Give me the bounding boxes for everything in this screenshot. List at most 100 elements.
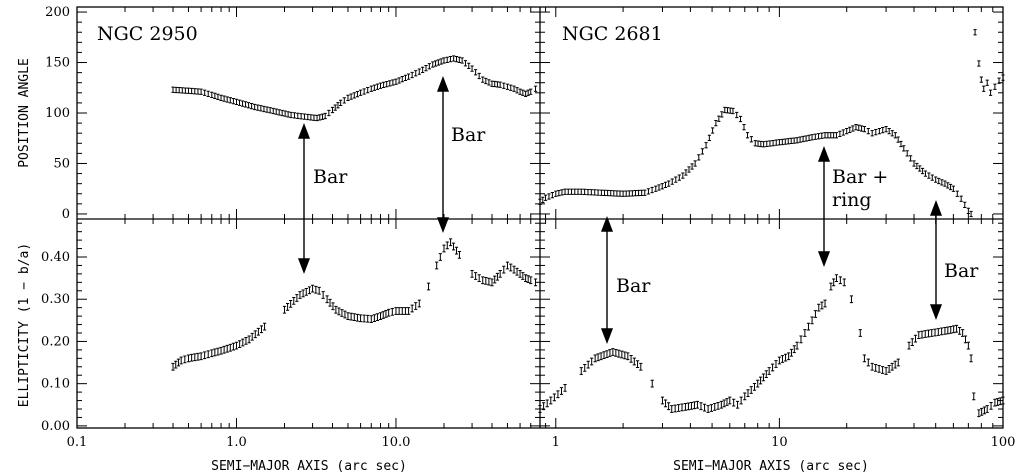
data-point — [579, 367, 583, 375]
data-point — [193, 353, 197, 362]
data-point — [738, 115, 743, 123]
y-tick-label: 0 — [62, 207, 70, 222]
data-point — [299, 113, 303, 120]
data-point — [256, 327, 260, 336]
data-point — [780, 355, 785, 363]
data-point — [433, 60, 438, 67]
data-point — [756, 140, 760, 147]
bar-arrow-ngc2681-outer — [929, 200, 943, 320]
data-point — [234, 341, 239, 350]
data-point — [394, 307, 398, 315]
data-point — [996, 398, 1000, 406]
data-point — [317, 286, 321, 295]
data-point — [231, 97, 235, 105]
data-point — [629, 354, 633, 363]
data-point — [337, 307, 341, 316]
data-point — [505, 261, 510, 270]
data-point — [980, 407, 984, 416]
data-point — [219, 346, 223, 355]
data-point — [982, 406, 987, 415]
data-point — [283, 110, 287, 117]
data-point — [253, 330, 257, 339]
data-point — [174, 86, 178, 94]
data-point — [320, 113, 325, 120]
data-point — [445, 56, 449, 63]
data-point — [216, 93, 220, 100]
data-point — [841, 129, 845, 136]
data-point — [866, 358, 870, 367]
data-point — [262, 322, 267, 331]
data-point — [896, 358, 900, 367]
data-point — [487, 277, 491, 286]
data-point — [543, 194, 548, 201]
data-point — [862, 126, 867, 133]
data-point — [451, 242, 456, 251]
data-point — [627, 190, 631, 197]
data-point — [490, 80, 494, 87]
data-point — [400, 76, 404, 83]
data-point — [512, 85, 516, 92]
data-point — [529, 88, 533, 95]
data-point — [302, 113, 307, 120]
data-point — [620, 350, 624, 359]
data-point — [384, 309, 388, 318]
data-point — [292, 297, 296, 305]
data-point — [378, 82, 383, 89]
data-point — [985, 405, 989, 413]
data-point — [596, 189, 600, 196]
data-point — [512, 265, 516, 274]
data-point — [749, 386, 753, 394]
data-point — [787, 352, 791, 361]
data-point — [874, 129, 878, 136]
data-point — [842, 278, 846, 287]
data-point — [725, 107, 730, 114]
data-point — [823, 132, 827, 139]
data-point — [559, 387, 564, 395]
data-point — [515, 87, 519, 94]
data-point — [646, 188, 651, 195]
data-point — [972, 392, 976, 401]
data-point — [325, 295, 329, 304]
data-point — [774, 360, 778, 368]
data-point — [259, 105, 263, 112]
data-point — [333, 104, 337, 111]
data-point — [810, 134, 814, 141]
data-point — [569, 188, 574, 195]
data-point — [362, 314, 366, 323]
data-point — [761, 373, 766, 382]
data-point — [457, 251, 462, 259]
data-point — [533, 85, 538, 92]
x-axis-title-left: SEMI−MAJOR AXIS (arc sec) — [211, 459, 407, 474]
data-point — [690, 163, 694, 170]
data-point — [400, 307, 404, 315]
data-point — [228, 97, 232, 104]
data-point — [521, 272, 525, 280]
data-point — [589, 189, 593, 196]
data-point — [966, 207, 970, 215]
x-axis-title-right: SEMI−MAJOR AXIS (arc sec) — [673, 459, 869, 474]
data-point — [417, 299, 421, 308]
data-point — [206, 90, 210, 97]
data-point — [304, 287, 308, 296]
data-point — [477, 274, 481, 282]
data-point — [366, 314, 370, 323]
data-point — [518, 270, 522, 278]
bar-label-ngc2681-inner: Bar — [616, 275, 651, 297]
data-point — [870, 362, 874, 371]
data-point — [795, 341, 799, 350]
data-point — [792, 137, 796, 144]
data-point — [481, 76, 485, 83]
data-point — [989, 401, 993, 410]
data-point — [813, 310, 818, 318]
data-point — [369, 315, 373, 323]
data-point — [707, 134, 711, 142]
data-point — [502, 265, 506, 274]
data-point — [435, 261, 439, 270]
data-point — [838, 130, 842, 137]
data-point — [247, 102, 251, 109]
data-point — [952, 325, 956, 334]
data-point — [448, 56, 453, 63]
data-point — [893, 132, 897, 139]
data-point — [421, 66, 425, 73]
data-point — [547, 193, 551, 200]
